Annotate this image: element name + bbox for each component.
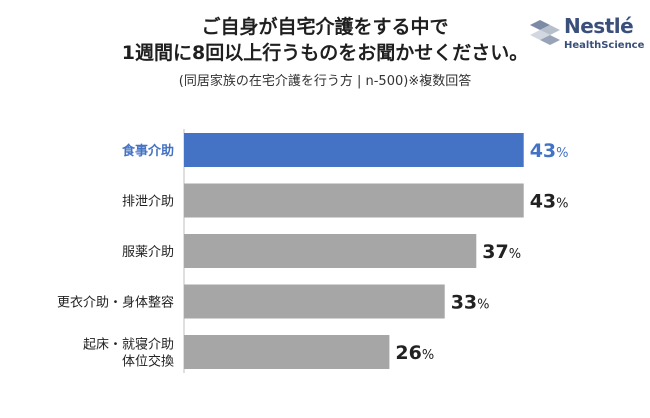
- bar-2: [184, 234, 477, 268]
- value-unit-2: %: [509, 247, 521, 262]
- value-number-3: 33: [451, 292, 477, 314]
- bar-3: [184, 284, 445, 319]
- category-label-2: 服薬介助: [122, 245, 174, 260]
- chart-subtitle: (同居家族の在宅介護を行う方 | n-500)※複数回答: [178, 74, 472, 89]
- nestle-health-science-logo: Nestlé HealthScience: [530, 10, 644, 60]
- chart-title-line-1: ご自身が自宅介護をする中で: [201, 16, 449, 38]
- value-number-2: 37: [482, 241, 508, 263]
- value-unit-4: %: [422, 348, 434, 363]
- category-label-3: 更衣介助・身体整容: [57, 295, 174, 311]
- chart-title-block: ご自身が自宅介護をする中で 1週間に8回以上行うものをお聞かせください。 (同居…: [0, 14, 650, 92]
- value-label-3: 33%: [451, 292, 490, 314]
- value-number-1: 43: [530, 191, 556, 213]
- category-label-4-0: 起床・就寝介助: [83, 337, 174, 353]
- bar-1: [184, 183, 524, 218]
- bar-4: [184, 335, 390, 369]
- value-number-4: 26: [395, 342, 421, 364]
- value-unit-3: %: [477, 298, 489, 313]
- value-unit-1: %: [556, 197, 568, 212]
- logo-cubes-icon: [530, 20, 560, 45]
- value-label-1: 43%: [530, 191, 569, 213]
- category-label-1: 排泄介助: [122, 195, 174, 210]
- category-label-0: 食事介助: [122, 143, 174, 159]
- value-label-0: 43%: [530, 140, 569, 162]
- value-unit-0: %: [556, 146, 568, 161]
- chart-title-line-2: 1週間に8回以上行うものをお聞かせください。: [121, 42, 529, 64]
- bar-0: [184, 133, 524, 167]
- value-label-2: 37%: [482, 241, 521, 263]
- logo-brand-text: Nestlé: [564, 14, 634, 38]
- category-label-4-1: 体位交換: [122, 354, 174, 370]
- value-label-4: 26%: [395, 342, 434, 364]
- value-number-0: 43: [530, 140, 556, 162]
- logo-sub-text: HealthScience: [564, 40, 645, 51]
